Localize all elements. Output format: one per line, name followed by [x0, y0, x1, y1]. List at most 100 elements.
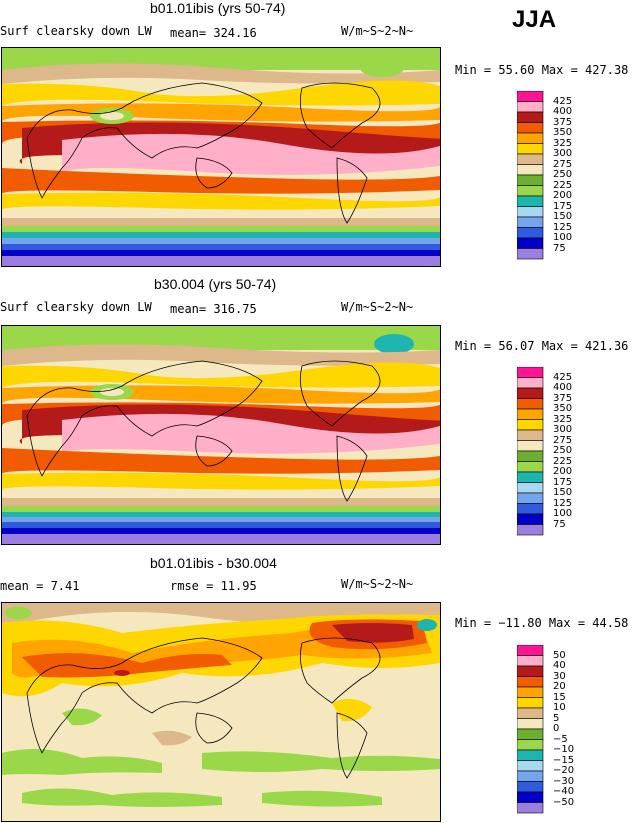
panel3-title: b01.01ibis - b30.004	[150, 555, 277, 571]
colorbar-level-label: 375	[553, 116, 573, 128]
colorbar-swatch	[516, 707, 544, 719]
panel3-rmse: rmse = 11.95	[170, 579, 257, 593]
panel3-units: W/m~S~2~N~	[341, 577, 414, 591]
colorbar-level-label: 30	[553, 670, 566, 682]
colorbar-level-label: 175	[553, 200, 573, 212]
colorbar-swatch	[516, 248, 544, 260]
colorbar-swatch	[516, 644, 544, 656]
world-map-icon	[2, 603, 440, 821]
colorbar-swatch	[516, 122, 544, 134]
colorbar-level-label: −20	[553, 765, 575, 776]
colorbar-level-label: 5	[553, 712, 560, 724]
colorbar-swatch	[516, 461, 544, 473]
colorbar-level-label: 250	[553, 445, 573, 456]
colorbar-swatch	[516, 206, 544, 218]
colorbar-level-label: 200	[553, 466, 573, 477]
colorbar-swatch	[516, 408, 544, 420]
colorbar-level-label: 175	[553, 476, 573, 488]
colorbar-level-label: −50	[553, 796, 575, 808]
colorbar-swatch	[516, 398, 544, 410]
colorbar-level-label: 350	[553, 127, 573, 138]
colorbar-swatch	[516, 387, 544, 399]
colorbar-swatch	[516, 781, 544, 793]
colorbar-level-label: 425	[553, 95, 573, 107]
colorbar-level-label: 0	[553, 723, 560, 734]
colorbar-swatch	[516, 665, 544, 677]
colorbar-swatch	[516, 153, 544, 165]
panel1-title: b01.01ibis (yrs 50-74)	[150, 0, 286, 16]
colorbar-level-label: 400	[553, 106, 573, 117]
colorbar-level-label: 20	[553, 681, 566, 692]
colorbar-swatch	[516, 749, 544, 761]
colorbar-level-label: 200	[553, 190, 573, 201]
colorbar-level-label: 100	[553, 508, 573, 519]
panel1-colorbar	[516, 90, 547, 261]
panel2-colorbar	[516, 366, 547, 537]
colorbar-swatch	[516, 791, 544, 803]
colorbar-swatch	[516, 366, 544, 378]
colorbar-level-label: 325	[553, 413, 573, 425]
colorbar-swatch	[516, 513, 544, 525]
panel3-map	[1, 602, 441, 822]
panel2-colorbar-swatches	[516, 366, 544, 536]
colorbar-swatch	[516, 164, 544, 176]
panel2-minmax: Min = 56.07 Max = 421.36	[455, 339, 629, 353]
colorbar-swatch	[516, 377, 544, 389]
colorbar-swatch	[516, 524, 544, 536]
panel2-map	[1, 325, 441, 545]
colorbar-swatch	[516, 450, 544, 462]
colorbar-level-label: −5	[553, 733, 568, 745]
colorbar-level-label: 75	[553, 242, 566, 254]
panel1-colorbar-swatches	[516, 90, 544, 260]
colorbar-level-label: 125	[553, 221, 573, 233]
colorbar-level-label: −10	[553, 744, 575, 755]
colorbar-swatch	[516, 686, 544, 698]
colorbar-level-label: 350	[553, 403, 573, 414]
panel2-units: W/m~S~2~N~	[341, 300, 414, 314]
world-map-icon	[2, 48, 440, 266]
colorbar-swatch	[516, 143, 544, 155]
colorbar-swatch	[516, 770, 544, 782]
colorbar-level-label: 10	[553, 702, 566, 713]
colorbar-swatch	[516, 132, 544, 144]
colorbar-swatch	[516, 503, 544, 515]
colorbar-level-label: 150	[553, 487, 573, 498]
colorbar-level-label: 150	[553, 211, 573, 222]
colorbar-level-label: 275	[553, 434, 573, 446]
colorbar-swatch	[516, 802, 544, 814]
colorbar-level-label: 425	[553, 371, 573, 383]
colorbar-swatch	[516, 216, 544, 228]
colorbar-level-label: −30	[553, 775, 575, 787]
colorbar-level-label: 325	[553, 137, 573, 149]
colorbar-level-label: 275	[553, 158, 573, 170]
colorbar-level-label: 50	[553, 649, 566, 661]
panel3-minmax: Min = −11.80 Max = 44.58	[455, 616, 629, 630]
colorbar-level-label: −40	[553, 786, 575, 797]
colorbar-swatch	[516, 101, 544, 113]
colorbar-level-label: 375	[553, 392, 573, 404]
colorbar-swatch	[516, 111, 544, 123]
panel1-variable: Surf clearsky down LW	[0, 24, 152, 38]
colorbar-swatch	[516, 429, 544, 441]
colorbar-swatch	[516, 185, 544, 197]
panel2-title: b30.004 (yrs 50-74)	[154, 276, 277, 292]
panel3-mean: mean = 7.41	[0, 579, 80, 593]
colorbar-level-label: 75	[553, 518, 566, 530]
colorbar-swatch	[516, 471, 544, 483]
colorbar-swatch	[516, 482, 544, 494]
season-label: JJA	[512, 6, 557, 33]
panel1-minmax: Min = 55.60 Max = 427.38	[455, 63, 629, 77]
colorbar-swatch	[516, 174, 544, 186]
colorbar-level-label: 400	[553, 382, 573, 393]
colorbar-level-label: 225	[553, 179, 573, 191]
colorbar-swatch	[516, 227, 544, 239]
colorbar-swatch	[516, 655, 544, 667]
colorbar-swatch	[516, 195, 544, 207]
colorbar-swatch	[516, 419, 544, 431]
panel3-colorbar	[516, 644, 547, 815]
colorbar-level-label: 40	[553, 660, 566, 671]
colorbar-level-label: 125	[553, 497, 573, 509]
panel2-mean: mean= 316.75	[170, 302, 257, 316]
colorbar-swatch	[516, 440, 544, 452]
colorbar-swatch	[516, 90, 544, 102]
